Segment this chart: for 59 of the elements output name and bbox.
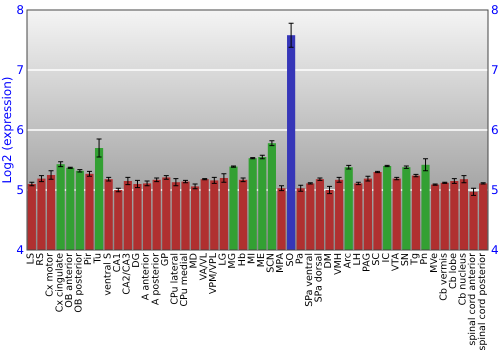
y2-tick-label: 5 xyxy=(491,182,499,197)
x-tick-label: LG xyxy=(218,253,229,266)
x-tick-label: SO xyxy=(284,253,296,267)
x-tick-label: VPM/VPL xyxy=(208,252,219,294)
x-tick-label: A posterior xyxy=(150,252,162,306)
x-tick-label: LH xyxy=(352,253,363,266)
y-tick-label: 6 xyxy=(16,122,24,137)
x-tick-label: OB posterior xyxy=(74,252,85,313)
x-tick-label: Pir xyxy=(83,252,94,266)
x-tick-label: spinal cord posterior xyxy=(476,252,488,350)
x-tick-label: MVe xyxy=(428,252,440,273)
x-tick-label: SPa dorsal xyxy=(314,253,325,302)
x-tick-label: MG xyxy=(227,253,238,269)
x-tick-label: Cx motor xyxy=(44,252,56,297)
x-tick-label: GP xyxy=(160,252,171,266)
y2-tick-label: 4 xyxy=(491,242,499,257)
x-tick-label: MPA xyxy=(275,252,286,273)
x-tick-label: CA1 xyxy=(112,253,123,272)
x-tick-label: Hb xyxy=(236,253,248,266)
x-tick-label: DM xyxy=(323,253,334,269)
x-tick-label: Pn xyxy=(419,253,430,265)
y-tick-label: 4 xyxy=(16,242,24,257)
x-tick-label: SC xyxy=(371,252,382,266)
x-tick-label: LS xyxy=(25,253,37,264)
x-tick-label: OB anterior xyxy=(64,252,75,308)
x-tick-label: Pa xyxy=(294,253,306,264)
x-tick-label: CA2/CA3 xyxy=(122,253,133,295)
x-tick-label: ventral S xyxy=(102,253,114,296)
x-tick-label: spinal cord anterior xyxy=(467,252,478,346)
x-tick-label: RS xyxy=(35,253,46,266)
x-tick-label: A anterior xyxy=(140,252,152,300)
y-tick-label: 8 xyxy=(16,2,24,17)
x-tick-label: DG xyxy=(131,253,142,268)
x-tick-label: Cb vermis xyxy=(438,252,450,301)
x-tick-label: SCN xyxy=(266,253,277,273)
x-tick-label: Tg xyxy=(410,253,421,266)
y2-tick-label: 6 xyxy=(491,122,499,137)
x-tick-label: ME xyxy=(256,253,267,268)
x-tick-label: Cb lobe xyxy=(448,252,460,290)
x-tick-label: MI xyxy=(246,253,258,264)
x-tick-label: Arc xyxy=(342,253,354,268)
x-tick-label: IC xyxy=(380,252,392,262)
x-tick-label: Cx cingulate xyxy=(54,252,66,312)
y-tick-label: 7 xyxy=(16,62,24,77)
x-tick-label: Tu xyxy=(92,253,104,264)
y2-tick-label: 8 xyxy=(491,2,499,17)
x-tick-label: VTA xyxy=(390,252,402,272)
x-tick-label: VA/VL xyxy=(198,252,210,280)
x-tick-label: CPu lateral xyxy=(170,253,181,305)
x-tick-label: CPu medial xyxy=(179,253,190,306)
x-tick-label: SN xyxy=(400,253,411,266)
y-tick-label: 5 xyxy=(16,182,24,197)
x-tick-label: PAG xyxy=(362,253,373,272)
y2-tick-label: 7 xyxy=(491,62,499,77)
x-tick-label: VMH xyxy=(332,253,344,275)
x-tick-label: MD xyxy=(188,253,200,269)
x-tick-label: Cb nucleus xyxy=(458,252,469,306)
x-tick-label: SPa ventral xyxy=(304,253,315,307)
y-axis-title: Log2 (expression) xyxy=(0,76,14,184)
